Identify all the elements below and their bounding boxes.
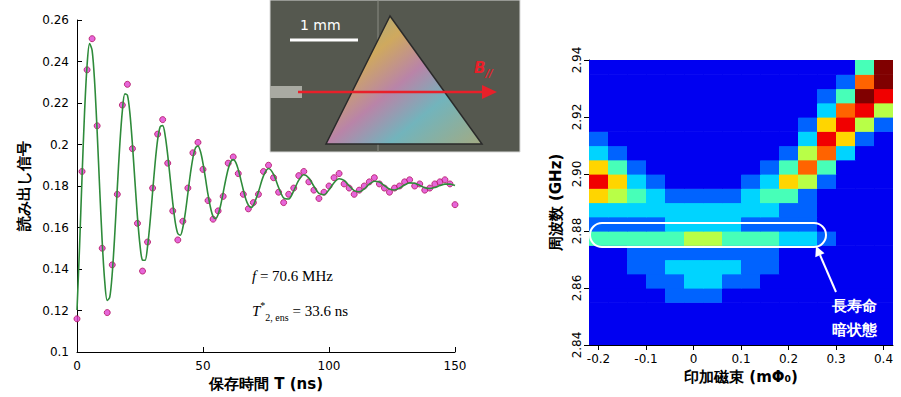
svg-text:2.88: 2.88 xyxy=(570,218,584,245)
svg-text:保存時間 T (ns): 保存時間 T (ns) xyxy=(208,375,323,393)
svg-text:0.12: 0.12 xyxy=(42,304,69,318)
svg-text:2.94: 2.94 xyxy=(570,47,584,74)
svg-text:0.16: 0.16 xyxy=(42,221,69,235)
svg-text:150: 150 xyxy=(444,359,467,373)
svg-text:100: 100 xyxy=(318,359,341,373)
svg-text:0.1: 0.1 xyxy=(731,352,750,366)
svg-text:0.2: 0.2 xyxy=(779,352,798,366)
svg-text://: // xyxy=(484,68,494,79)
svg-text:0.1: 0.1 xyxy=(50,345,69,359)
svg-text:0.22: 0.22 xyxy=(42,96,69,110)
svg-text:0: 0 xyxy=(690,352,698,366)
svg-text:2.90: 2.90 xyxy=(570,161,584,188)
svg-text:-0.1: -0.1 xyxy=(634,352,657,366)
svg-text:0.4: 0.4 xyxy=(874,352,893,366)
svg-text:B: B xyxy=(474,59,485,77)
svg-text:2.86: 2.86 xyxy=(570,275,584,302)
svg-text:2.92: 2.92 xyxy=(570,104,584,131)
svg-text:印加磁束 (mΦ₀): 印加磁束 (mΦ₀) xyxy=(684,368,798,386)
svg-text:0.2: 0.2 xyxy=(50,138,69,152)
svg-text:暗状態: 暗状態 xyxy=(832,321,878,339)
svg-text:読み出し信号: 読み出し信号 xyxy=(15,141,33,232)
svg-text:0: 0 xyxy=(73,359,81,373)
svg-text:0.3: 0.3 xyxy=(826,352,845,366)
svg-text:2.84: 2.84 xyxy=(570,332,584,359)
svg-text:0.24: 0.24 xyxy=(42,55,69,69)
svg-text:= 33.6 ns: = 33.6 ns xyxy=(289,303,348,319)
svg-text:0.18: 0.18 xyxy=(42,179,69,193)
svg-text:50: 50 xyxy=(195,359,210,373)
svg-text:T: T xyxy=(252,303,261,319)
svg-text:2, ens: 2, ens xyxy=(265,312,288,323)
svg-text:= 70.6 MHz: = 70.6 MHz xyxy=(256,268,333,284)
svg-text:f: f xyxy=(252,267,257,284)
svg-text:長寿命: 長寿命 xyxy=(831,297,878,315)
svg-text:0.14: 0.14 xyxy=(42,262,69,276)
svg-text:周波数 (GHz): 周波数 (GHz) xyxy=(547,154,565,253)
svg-text:1 mm: 1 mm xyxy=(300,17,341,33)
svg-text:-0.2: -0.2 xyxy=(587,352,610,366)
svg-text:*: * xyxy=(260,300,265,311)
svg-text:0.26: 0.26 xyxy=(42,13,69,27)
